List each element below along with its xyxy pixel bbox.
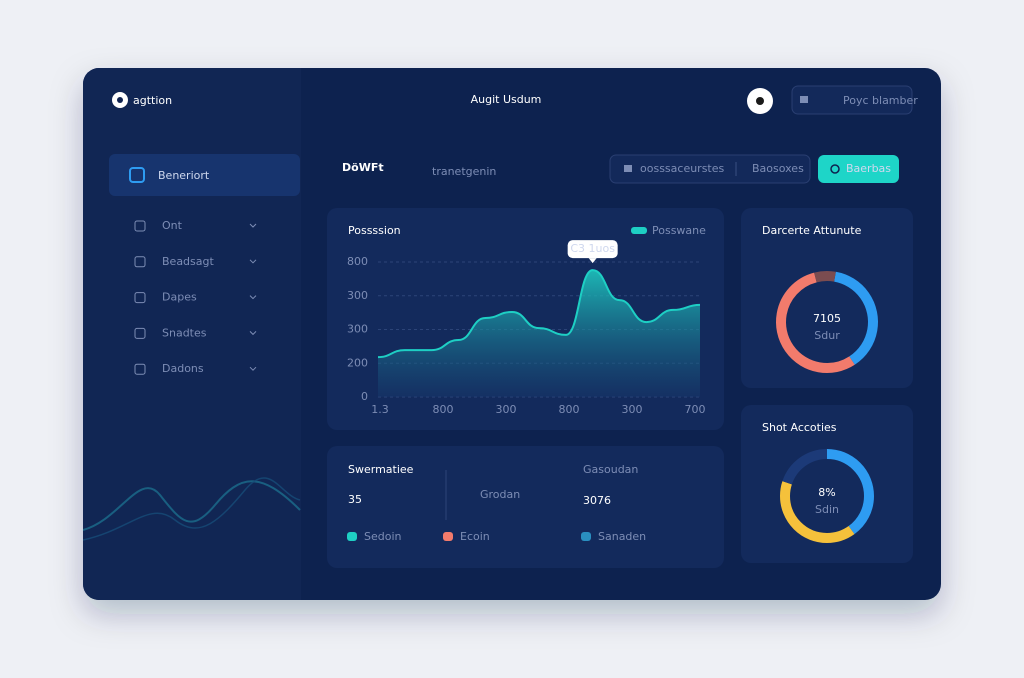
y-tick-label: 300 — [347, 289, 368, 302]
account-name: Poyc blamber — [843, 94, 918, 107]
legend-label: Sedoin — [364, 530, 402, 543]
nav-chevron — [249, 259, 257, 264]
stat-label: Gasoudan — [583, 463, 638, 476]
nav-icon — [134, 327, 146, 339]
x-tick-label: 700 — [685, 403, 706, 416]
area-fill — [378, 270, 700, 397]
logo-icon — [117, 97, 123, 103]
nav-chevron — [249, 331, 257, 336]
area-line — [377, 269, 701, 359]
nav-icon — [134, 256, 146, 268]
heading: DöWFt — [342, 161, 384, 174]
y-tick-label: 800 — [347, 255, 368, 268]
filter: Baosoxes — [752, 162, 804, 175]
y-tick-label: 0 — [361, 390, 368, 403]
filter-bar[interactable] — [609, 154, 811, 184]
stat-value: 35 — [348, 493, 362, 506]
nav-chevron — [249, 366, 257, 371]
stat-label: Swermatiee — [348, 463, 414, 476]
y-tick-label: 300 — [347, 323, 368, 336]
primary-button-label: Baerbas — [846, 162, 891, 175]
app-title: Augit Usdum — [471, 93, 542, 106]
tooltip — [567, 240, 618, 259]
card — [741, 405, 913, 563]
x-tick-label: 800 — [433, 403, 454, 416]
chart-title: Possssion — [348, 224, 401, 237]
donut-segment — [776, 271, 878, 374]
x-tick-label: 300 — [622, 403, 643, 416]
legend-swatch — [631, 227, 647, 234]
icon — [800, 96, 808, 103]
donut-segment — [780, 449, 874, 543]
donut-segment — [780, 449, 874, 543]
primary-button[interactable] — [818, 155, 899, 183]
filter: oosssaceurstes — [640, 162, 725, 175]
legend-swatch — [581, 532, 591, 541]
icon — [129, 167, 145, 183]
nav-active-label: Beneriort — [158, 169, 210, 182]
nav-item: Dapes — [162, 291, 197, 304]
icon — [624, 165, 632, 172]
account-button[interactable] — [791, 85, 913, 115]
nav-icon — [134, 220, 146, 232]
nav-item: Beadsagt — [162, 255, 214, 268]
nav-active[interactable] — [109, 154, 300, 196]
subheading: tranetgenin — [432, 165, 496, 178]
legend-label: Sanaden — [598, 530, 646, 543]
tooltip-label: C3 1uos — [570, 242, 615, 255]
donut-segment — [776, 271, 878, 374]
donut-sublabel: Sdin — [815, 503, 839, 516]
x-tick-label: 800 — [559, 403, 580, 416]
x-tick-label: 1.3 — [371, 403, 389, 416]
nav-icon — [134, 292, 146, 304]
y-tick-label: 200 — [347, 356, 368, 369]
stat-value: 3076 — [583, 494, 611, 507]
legend-swatch — [443, 532, 453, 541]
icon — [830, 164, 840, 174]
nav-item: Ont — [162, 219, 183, 232]
legend-label: Posswane — [652, 224, 706, 237]
nav-chevron — [249, 223, 257, 228]
stat-middle: Grodan — [480, 488, 520, 501]
sidebar-decoration — [83, 477, 301, 541]
legend-label: Ecoin — [460, 530, 490, 543]
chart-title: Darcerte Attunute — [762, 224, 862, 237]
x-tick-label: 300 — [496, 403, 517, 416]
donut-center: 7105 — [813, 312, 841, 325]
donut-sublabel: Sdur — [814, 329, 840, 342]
chart-title: Shot Accoties — [762, 421, 837, 434]
nav-item: Dadons — [162, 362, 204, 375]
avatar — [756, 97, 764, 105]
logo: agttion — [133, 94, 172, 107]
tooltip-pointer — [588, 258, 597, 264]
nav-chevron — [249, 295, 257, 300]
nav-item: Snadtes — [162, 326, 207, 339]
sidebar-decoration — [83, 480, 301, 531]
card — [327, 446, 724, 568]
donut-center: 8% — [818, 486, 835, 499]
legend-swatch — [347, 532, 357, 541]
nav-icon — [134, 363, 146, 375]
